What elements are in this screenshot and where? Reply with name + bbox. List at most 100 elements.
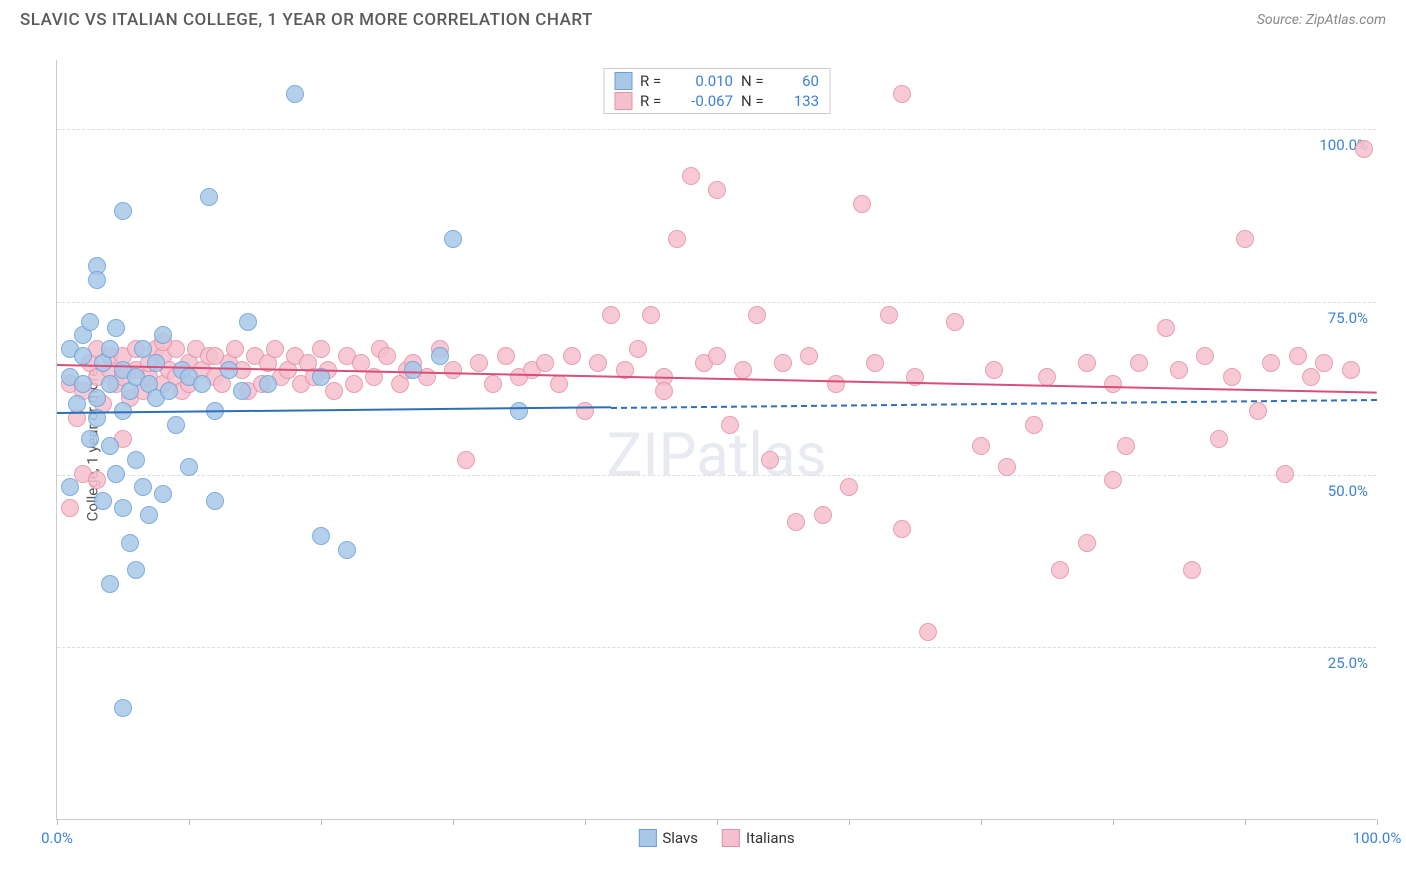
data-point — [800, 347, 818, 365]
series-label: Italians — [746, 829, 795, 847]
data-point — [160, 382, 178, 400]
data-point — [154, 485, 172, 503]
plot-area: ZIPatlas 25.0%50.0%75.0%100.0%0.0%100.0%… — [56, 60, 1376, 820]
data-point — [147, 354, 165, 372]
data-point — [114, 699, 132, 717]
data-point — [233, 382, 251, 400]
data-point — [668, 230, 686, 248]
data-point — [866, 354, 884, 372]
data-point — [239, 313, 257, 331]
data-point — [81, 313, 99, 331]
data-point — [88, 471, 106, 489]
data-point — [985, 361, 1003, 379]
data-point — [193, 375, 211, 393]
data-point — [1196, 347, 1214, 365]
x-tick — [1245, 819, 1246, 825]
chart-title: SLAVIC VS ITALIAN COLLEGE, 1 YEAR OR MOR… — [20, 10, 593, 30]
data-point — [893, 520, 911, 538]
data-point — [761, 451, 779, 469]
data-point — [74, 347, 92, 365]
legend-r-value: 0.010 — [678, 72, 733, 90]
data-point — [134, 478, 152, 496]
data-point — [602, 306, 620, 324]
data-point — [827, 375, 845, 393]
data-point — [814, 506, 832, 524]
data-point — [114, 499, 132, 517]
data-point — [655, 382, 673, 400]
data-point — [708, 181, 726, 199]
data-point — [550, 375, 568, 393]
data-point — [1210, 430, 1228, 448]
data-point — [404, 361, 422, 379]
data-point — [946, 313, 964, 331]
data-point — [1157, 319, 1175, 337]
data-point — [61, 499, 79, 517]
series-legend: Slavs Italians — [638, 829, 794, 847]
y-tick-label: 50.0% — [1328, 482, 1368, 500]
data-point — [1130, 354, 1148, 372]
data-point — [497, 347, 515, 365]
x-tick — [717, 819, 718, 825]
data-point — [378, 347, 396, 365]
data-point — [101, 375, 119, 393]
data-point — [107, 465, 125, 483]
data-point — [127, 451, 145, 469]
series-label: Slavs — [662, 829, 698, 847]
data-point — [1355, 140, 1373, 158]
trend-line — [57, 407, 611, 415]
data-point — [708, 347, 726, 365]
series-legend-item: Italians — [722, 829, 795, 847]
data-point — [312, 340, 330, 358]
gridline — [57, 302, 1376, 303]
x-tick — [981, 819, 982, 825]
data-point — [94, 492, 112, 510]
data-point — [734, 361, 752, 379]
data-point — [180, 458, 198, 476]
data-point — [266, 340, 284, 358]
data-point — [629, 340, 647, 358]
gridline — [57, 129, 1376, 130]
data-point — [312, 527, 330, 545]
data-point — [589, 354, 607, 372]
data-point — [88, 389, 106, 407]
data-point — [1183, 561, 1201, 579]
data-point — [154, 326, 172, 344]
data-point — [140, 506, 158, 524]
data-point — [1117, 437, 1135, 455]
y-tick-label: 75.0% — [1328, 309, 1368, 327]
data-point — [1038, 368, 1056, 386]
data-point — [1025, 416, 1043, 434]
data-point — [1315, 354, 1333, 372]
stats-legend-row: R =-0.067N =133 — [614, 91, 819, 111]
legend-swatch — [614, 72, 632, 90]
data-point — [748, 306, 766, 324]
data-point — [919, 623, 937, 641]
data-point — [998, 458, 1016, 476]
stats-legend: R =0.010N =60R =-0.067N =133 — [603, 68, 830, 114]
data-point — [286, 85, 304, 103]
data-point — [682, 167, 700, 185]
x-tick-label: 100.0% — [1353, 829, 1402, 847]
data-point — [1078, 354, 1096, 372]
data-point — [1170, 361, 1188, 379]
data-point — [470, 354, 488, 372]
chart-container: College, 1 year or more ZIPatlas 25.0%50… — [46, 50, 1386, 840]
data-point — [114, 202, 132, 220]
legend-swatch — [638, 829, 656, 847]
data-point — [853, 195, 871, 213]
y-tick-label: 25.0% — [1328, 654, 1368, 672]
source-label: Source: ZipAtlas.com — [1257, 12, 1386, 28]
legend-n-value: 133 — [779, 92, 819, 110]
data-point — [840, 478, 858, 496]
data-point — [127, 561, 145, 579]
data-point — [259, 375, 277, 393]
data-point — [226, 340, 244, 358]
data-point — [1104, 471, 1122, 489]
x-tick — [585, 819, 586, 825]
data-point — [721, 416, 739, 434]
data-point — [206, 492, 224, 510]
data-point — [325, 382, 343, 400]
data-point — [338, 541, 356, 559]
x-tick — [453, 819, 454, 825]
x-tick — [321, 819, 322, 825]
